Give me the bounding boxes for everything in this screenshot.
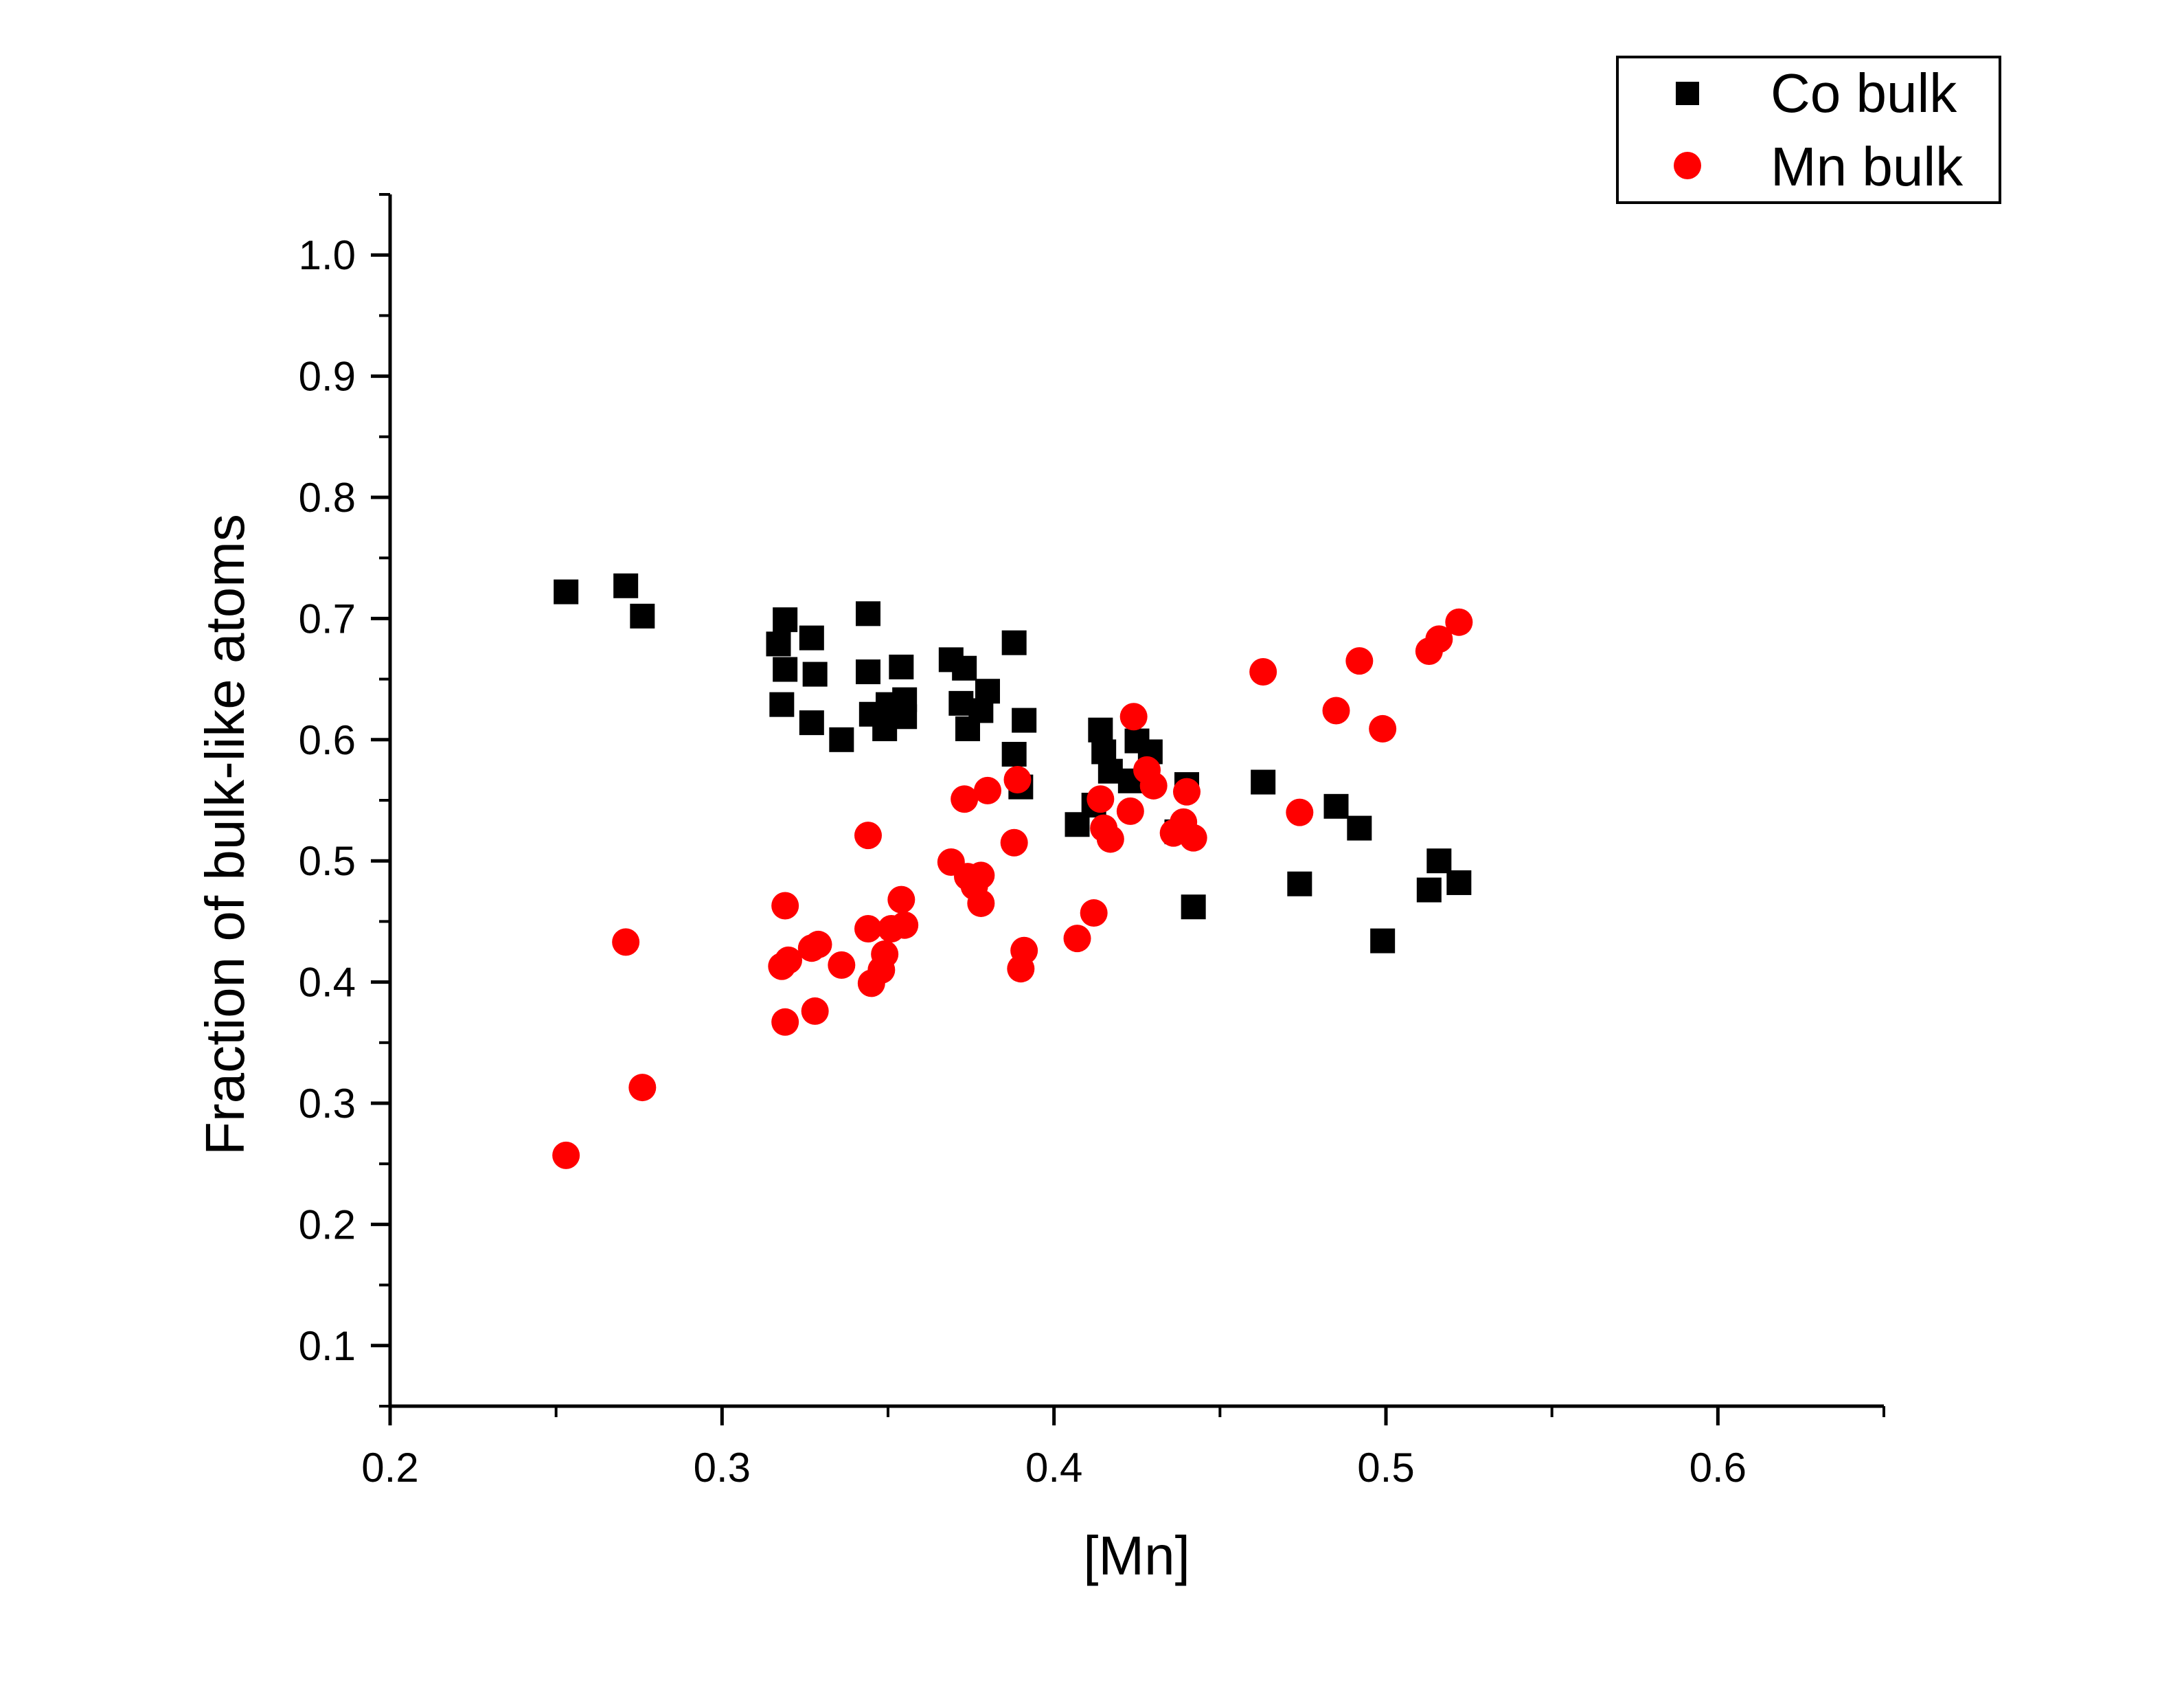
co-bulk-point bbox=[799, 710, 824, 736]
x-tick-label: 0.5 bbox=[1357, 1445, 1414, 1491]
co-bulk-point bbox=[1446, 870, 1472, 895]
mn-bulk-point bbox=[967, 861, 995, 890]
mn-bulk-point bbox=[1139, 771, 1168, 800]
y-tick-label: 0.9 bbox=[299, 354, 356, 400]
mn-bulk-point bbox=[1119, 703, 1148, 731]
mn-bulk-point bbox=[1249, 658, 1277, 686]
co-bulk-point bbox=[1088, 717, 1113, 743]
co-bulk-point bbox=[769, 692, 795, 717]
mn-bulk-point bbox=[612, 928, 640, 956]
mn-bulk-point bbox=[891, 911, 919, 939]
plot-markers bbox=[552, 573, 1473, 1169]
legend-marker-co-bulk bbox=[1676, 82, 1699, 105]
mn-bulk-point bbox=[1345, 647, 1374, 675]
mn-bulk-point bbox=[775, 946, 802, 974]
mn-bulk-point bbox=[887, 885, 915, 914]
co-bulk-point bbox=[1181, 894, 1206, 920]
mn-bulk-point bbox=[854, 822, 882, 850]
y-tick-label: 0.3 bbox=[299, 1081, 356, 1127]
x-tick-label: 0.3 bbox=[694, 1445, 751, 1491]
co-bulk-point bbox=[1416, 877, 1442, 903]
y-axis-ticks bbox=[371, 193, 390, 1408]
legend-box bbox=[1616, 56, 2001, 204]
co-bulk-point bbox=[829, 727, 854, 752]
y-tick-label: 0.6 bbox=[299, 717, 356, 763]
y-tick-label: 0.7 bbox=[299, 596, 356, 642]
co-bulk-point bbox=[773, 657, 798, 682]
y-tick-label: 0.4 bbox=[299, 960, 356, 1006]
co-bulk-point bbox=[889, 654, 914, 679]
mn-bulk-point bbox=[804, 930, 832, 958]
mn-bulk-point bbox=[1087, 785, 1115, 813]
co-bulk-point bbox=[952, 655, 977, 681]
x-axis-tick-labels: 0.2 0.3 0.4 0.5 0.6 bbox=[361, 1445, 1747, 1491]
mn-bulk-point bbox=[1425, 625, 1453, 653]
mn-bulk-point bbox=[1096, 825, 1124, 853]
co-bulk-point bbox=[1370, 928, 1396, 953]
mn-bulk-point bbox=[1010, 936, 1038, 964]
co-bulk-point bbox=[554, 579, 579, 605]
mn-bulk-point bbox=[1179, 824, 1207, 852]
legend: Co bulk Mn bulk bbox=[1616, 56, 2001, 204]
legend-label-mn-bulk: Mn bulk bbox=[1771, 136, 1964, 197]
mn-bulk-point bbox=[1080, 899, 1108, 927]
y-tick-label: 0.2 bbox=[299, 1201, 356, 1247]
mn-bulk-point bbox=[628, 1074, 657, 1102]
co-bulk-point bbox=[799, 625, 824, 651]
mn-bulk-point bbox=[801, 997, 829, 1025]
co-bulk-point bbox=[802, 662, 828, 687]
legend-label-co-bulk: Co bulk bbox=[1771, 63, 1957, 124]
mn-bulk-point bbox=[1000, 828, 1028, 857]
x-axis-ticks bbox=[388, 1406, 1885, 1425]
mn-bulk-point bbox=[552, 1141, 580, 1169]
co-bulk-point bbox=[766, 631, 791, 657]
co-bulk-point bbox=[1251, 769, 1276, 795]
mn-bulk-point bbox=[828, 951, 856, 979]
mn-bulk-point bbox=[1369, 714, 1397, 743]
y-tick-label: 0.5 bbox=[299, 838, 356, 884]
mn-bulk-point bbox=[771, 892, 799, 920]
mn-bulk-point bbox=[1286, 798, 1314, 826]
y-axis-label: Fraction of bulk-like atoms bbox=[194, 514, 255, 1155]
mn-bulk-point bbox=[951, 785, 979, 813]
co-bulk-point bbox=[892, 704, 918, 730]
mn-bulk-point bbox=[1445, 608, 1473, 636]
mn-bulk-point bbox=[1322, 697, 1350, 725]
co-bulk-point bbox=[630, 603, 655, 629]
mn-bulk-point bbox=[1173, 778, 1201, 806]
mn-bulk-point bbox=[771, 1008, 799, 1036]
co-bulk-point bbox=[856, 601, 880, 626]
x-tick-label: 0.6 bbox=[1690, 1445, 1747, 1491]
co-bulk-point bbox=[1323, 793, 1349, 819]
mn-bulk-point bbox=[871, 940, 899, 969]
x-axis-label: [Mn] bbox=[1083, 1525, 1190, 1586]
y-axis-tick-labels: 0.1 0.2 0.3 0.4 0.5 0.6 0.7 0.8 0.9 1.0 bbox=[299, 232, 356, 1369]
mn-bulk-point bbox=[1003, 766, 1032, 794]
co-bulk-point bbox=[1001, 741, 1027, 767]
y-tick-label: 1.0 bbox=[299, 232, 356, 278]
co-bulk-point bbox=[1012, 708, 1037, 733]
x-tick-label: 0.4 bbox=[1025, 1445, 1082, 1491]
y-tick-label: 0.8 bbox=[299, 475, 356, 521]
y-tick-label: 0.1 bbox=[299, 1323, 356, 1369]
co-bulk-point bbox=[1287, 871, 1312, 896]
co-bulk-point bbox=[856, 659, 880, 685]
mn-bulk-point bbox=[974, 776, 1001, 804]
mn-bulk-point bbox=[854, 914, 882, 942]
co-bulk-point bbox=[1426, 848, 1452, 874]
co-bulk-point bbox=[975, 679, 1000, 704]
co-bulk-point bbox=[613, 573, 639, 598]
mn-bulk-point bbox=[1116, 797, 1144, 825]
mn-bulk-point bbox=[967, 889, 995, 917]
legend-marker-mn-bulk bbox=[1674, 152, 1701, 179]
co-bulk-point bbox=[773, 607, 798, 633]
co-bulk-point bbox=[1001, 630, 1027, 655]
mn-bulk-point bbox=[1063, 925, 1091, 953]
x-tick-label: 0.2 bbox=[361, 1445, 418, 1491]
co-bulk-point bbox=[1347, 815, 1372, 841]
